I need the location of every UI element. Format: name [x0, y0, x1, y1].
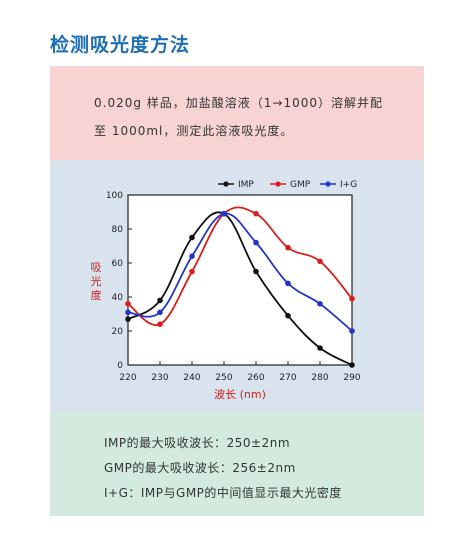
y-axis-label: 吸光度 [91, 261, 102, 302]
data-point [349, 328, 355, 334]
data-point [317, 301, 323, 307]
note-gmp: GMP的最大吸收波长：256±2nm [104, 461, 296, 475]
x-tick-label: 240 [183, 373, 200, 383]
data-point [189, 253, 195, 259]
data-point [285, 312, 291, 319]
method-line-2: 至 1000ml，测定此溶液吸光度。 [94, 124, 294, 138]
data-point [125, 316, 131, 322]
x-tick-label: 290 [343, 373, 360, 383]
notes-panel: IMP的最大吸收波长：250±2nm GMP的最大吸收波长：256±2nm I+… [50, 413, 424, 516]
legend-label: I+G [340, 180, 357, 190]
data-point [285, 280, 291, 287]
data-point [253, 210, 259, 217]
data-point [253, 268, 259, 275]
series-lines [125, 206, 355, 368]
data-point [285, 244, 291, 251]
data-point [157, 321, 163, 328]
data-point [253, 239, 259, 246]
legend-marker [275, 181, 281, 187]
data-point [349, 362, 355, 368]
x-axis-ticks: 220 230 240 250 260 270 280 290 [119, 361, 361, 383]
data-point [125, 309, 131, 316]
plot-frame [127, 194, 353, 366]
data-point [157, 297, 163, 304]
y-tick-label: 0 [117, 361, 123, 371]
y-tick-label: 100 [106, 191, 123, 201]
legend-label: GMP [290, 180, 311, 190]
data-point [125, 301, 131, 307]
x-axis-label: 波长 (nm) [214, 388, 266, 401]
page-title: 检测吸光度方法 [50, 34, 191, 56]
legend-marker [325, 181, 331, 187]
y-tick-label: 20 [112, 327, 124, 337]
x-tick-label: 280 [311, 373, 328, 383]
note-ig: I+G：IMP与GMP的中间值显示最大光密度 [104, 486, 342, 500]
legend-marker [223, 181, 229, 187]
x-tick-label: 270 [279, 373, 296, 383]
data-point [317, 345, 323, 351]
data-point [189, 268, 195, 275]
y-axis-ticks: 0 20 40 60 80 100 [106, 191, 132, 371]
x-tick-label: 220 [119, 373, 136, 383]
data-point [349, 295, 355, 302]
method-line-1: 0.020g 样品，加盐酸溶液（1→1000）溶解并配 [94, 96, 384, 110]
y-tick-label: 40 [112, 293, 124, 303]
series-line-i-g [127, 212, 353, 332]
y-tick-label: 80 [112, 225, 124, 235]
series-line-imp [127, 211, 353, 366]
x-tick-label: 250 [215, 373, 232, 383]
x-tick-label: 260 [247, 373, 264, 383]
method-panel: 0.020g 样品，加盐酸溶液（1→1000）溶解并配 至 1000ml，测定此… [50, 66, 424, 160]
data-point [189, 234, 195, 241]
legend: IMP GMP I+G [218, 180, 357, 190]
data-point [157, 309, 163, 316]
legend-label: IMP [238, 180, 254, 190]
data-point [221, 210, 227, 217]
series-line-gmp [127, 206, 353, 327]
data-point [317, 258, 323, 265]
x-tick-label: 230 [151, 373, 168, 383]
note-imp: IMP的最大吸收波长：250±2nm [104, 436, 291, 450]
y-tick-label: 60 [112, 259, 124, 269]
